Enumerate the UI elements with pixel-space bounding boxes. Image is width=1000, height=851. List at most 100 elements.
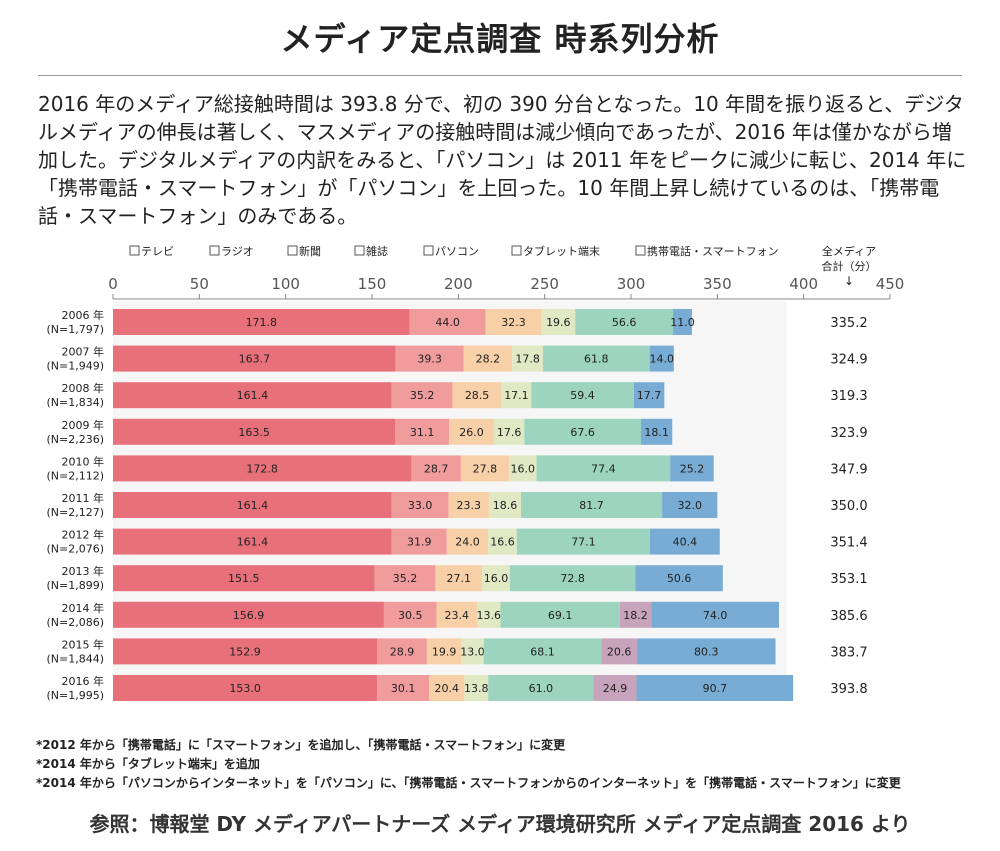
data-label: 17.7 — [637, 389, 662, 402]
data-label: 67.6 — [570, 426, 595, 439]
data-label: 77.4 — [591, 462, 616, 475]
bar-segment — [649, 345, 674, 372]
bar-segment — [531, 382, 634, 409]
legend-swatch — [209, 245, 220, 256]
category-sublabel: (N=2,076) — [46, 543, 104, 556]
bar-segment — [593, 675, 637, 701]
bar-segment — [633, 382, 665, 409]
data-label: 161.4 — [237, 499, 269, 512]
bar-segment — [429, 675, 465, 701]
category-sublabel: (N=1,899) — [46, 579, 104, 592]
bar-segment — [113, 601, 384, 628]
bar-segment — [377, 675, 430, 701]
legend-label: 携帯電話・スマートフォン — [647, 244, 779, 258]
bar-segment — [435, 565, 483, 592]
bar-segment — [488, 492, 522, 518]
bar-segment — [452, 382, 502, 409]
data-label: 23.3 — [457, 499, 482, 512]
data-label: 163.7 — [239, 353, 271, 366]
bar-segment — [460, 455, 509, 482]
data-label: 13.8 — [464, 682, 489, 695]
total-value: 319.3 — [830, 389, 867, 404]
data-label: 18.6 — [493, 499, 518, 512]
total-value: 324.9 — [830, 353, 867, 368]
category-sublabel: (N=2,086) — [46, 616, 104, 629]
data-label: 17.1 — [504, 389, 529, 402]
total-value: 385.6 — [830, 609, 867, 624]
data-label: 152.9 — [229, 645, 261, 658]
data-label: 20.6 — [607, 645, 632, 658]
data-label: 25.2 — [680, 462, 705, 475]
bar-segment — [449, 418, 494, 445]
category-sublabel: (N=1,834) — [46, 396, 104, 409]
bar-segment — [395, 418, 450, 445]
category-label: 2010 年 — [62, 454, 105, 468]
bar-segment — [542, 345, 650, 372]
bar-segment — [651, 601, 779, 628]
summary-text: 2016 年のメディア総接触時間は 393.8 分で、初の 390 分台となった… — [38, 92, 967, 228]
data-label: 18.1 — [644, 426, 669, 439]
legend-label: ラジオ — [221, 245, 254, 258]
data-label: 44.0 — [435, 316, 460, 329]
data-label: 27.8 — [473, 462, 498, 475]
data-label: 35.2 — [393, 572, 418, 585]
data-label: 20.4 — [435, 682, 460, 695]
data-label: 11.0 — [670, 316, 695, 329]
category-sublabel: (N=1,949) — [46, 360, 104, 373]
bar-segment — [636, 675, 794, 701]
category-label: 2009 年 — [62, 418, 105, 432]
data-label: 39.3 — [417, 353, 442, 366]
footnote: *2014 年から「タブレット端末」を追加 — [36, 757, 260, 771]
data-label: 27.1 — [447, 572, 472, 585]
bar-segment — [541, 309, 576, 335]
total-value: 353.1 — [830, 572, 867, 587]
data-label: 28.9 — [390, 645, 415, 658]
legend-swatch — [511, 245, 522, 256]
data-label: 72.8 — [560, 572, 585, 585]
data-label: 69.1 — [548, 609, 573, 622]
total-value: 350.0 — [830, 499, 867, 514]
bar-segment — [501, 382, 532, 409]
total-value: 347.9 — [830, 462, 867, 477]
title-divider — [38, 75, 962, 76]
data-label: 161.4 — [237, 536, 269, 549]
category-sublabel: (N=2,127) — [46, 506, 104, 519]
total-value: 383.7 — [830, 645, 867, 660]
data-label: 16.6 — [490, 536, 515, 549]
bar-segment — [516, 528, 651, 555]
category-sublabel: (N=1,995) — [46, 689, 104, 702]
data-label: 33.0 — [408, 499, 433, 512]
data-label: 16.0 — [484, 572, 509, 585]
data-label: 13.0 — [460, 645, 485, 658]
bar-segment — [395, 345, 464, 372]
legend-label: パソコン — [435, 245, 479, 258]
total-header-label: 全メディア — [822, 244, 876, 258]
data-label: 161.4 — [237, 389, 269, 402]
footnote: *2012 年から「携帯電話」に「スマートフォン」を追加し、「携帯電話・スマート… — [36, 738, 566, 752]
bar-segment — [521, 492, 663, 518]
total-value: 393.8 — [830, 682, 867, 697]
data-label: 24.0 — [455, 536, 480, 549]
bar-segment — [512, 345, 543, 372]
source-citation: 参照：博報堂 DY メディアパートナーズ メディア環境研究所 メディア定点調査 … — [89, 812, 911, 836]
legend-swatch — [354, 245, 365, 256]
x-tick-label: 200 — [444, 275, 473, 293]
category-label: 2006 年 — [62, 308, 105, 322]
data-label: 31.1 — [410, 426, 435, 439]
total-value: 351.4 — [830, 536, 867, 551]
category-label: 2014 年 — [62, 601, 105, 615]
bar-segment — [113, 675, 378, 701]
data-label: 23.4 — [445, 609, 470, 622]
footnotes: *2012 年から「携帯電話」に「スマートフォン」を追加し、「携帯電話・スマート… — [36, 736, 901, 793]
x-tick-label: 100 — [271, 275, 300, 293]
bar-segment — [670, 455, 714, 482]
data-label: 77.1 — [571, 536, 596, 549]
footnote: *2014 年から「パソコンからインターネット」を「パソコン」に、「携帯電話・ス… — [36, 776, 901, 790]
category-label: 2013 年 — [62, 564, 105, 578]
data-label: 13.6 — [476, 609, 501, 622]
bar-segment — [113, 382, 392, 409]
bar-segment — [113, 638, 378, 665]
x-tick-label: 350 — [703, 275, 732, 293]
bar-segment — [488, 675, 594, 701]
bar-segment — [641, 418, 673, 445]
